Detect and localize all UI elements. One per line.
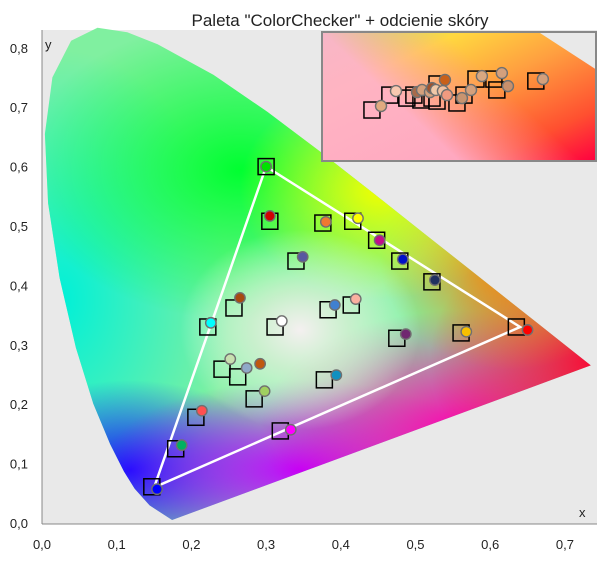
measured-point-circle <box>195 404 208 417</box>
inset-skin-tones <box>321 31 597 162</box>
measured-point-circle <box>521 324 534 336</box>
inset-measured-circle <box>495 66 509 80</box>
x-tick-label: 0,5 <box>406 537 424 552</box>
reference-point-square <box>228 368 247 386</box>
measured-point-circle <box>258 385 271 398</box>
measured-point-circle <box>396 253 409 266</box>
measured-point-circle <box>204 316 217 329</box>
inset-measured-circle <box>475 69 489 83</box>
x-tick-label: 0,7 <box>556 537 574 552</box>
measured-point-circle <box>263 210 276 222</box>
reference-point-square <box>245 390 263 408</box>
inset-measured-circle <box>438 73 452 87</box>
x-tick-label: 0,1 <box>108 537 126 552</box>
measured-point-circle <box>240 362 253 374</box>
x-axis-label: x <box>579 505 586 520</box>
inset-measured-circle <box>536 72 550 86</box>
y-tick-label: 0,6 <box>10 160 28 175</box>
x-tick-label: 0,0 <box>33 537 51 552</box>
measured-point-circle <box>175 439 188 452</box>
measured-point-circle <box>373 234 386 247</box>
measured-point-circle <box>460 325 473 338</box>
inset-border <box>321 31 597 162</box>
inset-measured-circle <box>440 88 454 102</box>
inset-reference-square <box>398 89 416 107</box>
reference-point-square <box>315 371 334 389</box>
y-tick-label: 0,7 <box>10 100 28 115</box>
y-tick-label: 0,3 <box>10 338 28 353</box>
x-tick-label: 0,4 <box>332 537 350 552</box>
reference-point-square <box>187 408 205 427</box>
measured-point-circle <box>234 291 246 304</box>
inset-measured-circle <box>389 84 403 98</box>
measured-point-circle <box>284 423 297 436</box>
inset-measured-circle <box>501 79 515 93</box>
reference-point-square <box>257 157 275 176</box>
reference-point-square <box>266 318 284 336</box>
y-tick-label: 0,0 <box>10 516 28 531</box>
measured-point-circle <box>319 215 332 228</box>
chart-title: Paleta "ColorChecker" + odcienie skóry <box>192 11 489 30</box>
y-tick-label: 0,5 <box>10 219 28 234</box>
inset-outside-gamut <box>540 33 595 69</box>
measured-point-circle <box>429 274 441 286</box>
y-tick-label: 0,2 <box>10 397 28 412</box>
inset-measured-circle <box>464 83 478 97</box>
inset-measured-circle <box>374 99 388 113</box>
x-tick-label: 0,2 <box>182 537 200 552</box>
measured-point-circle <box>349 293 362 305</box>
inset-measured-circle <box>455 91 469 105</box>
measured-point-circle <box>296 250 309 263</box>
x-tick-label: 0,3 <box>257 537 275 552</box>
measured-point-circle <box>328 299 341 311</box>
measured-point-circle <box>254 357 267 370</box>
y-tick-label: 0,8 <box>10 41 28 56</box>
measured-point-circle <box>352 212 364 225</box>
y-tick-label: 0,4 <box>10 278 28 293</box>
measured-point-circle <box>151 483 163 496</box>
y-axis-label: y <box>45 37 52 52</box>
x-tick-label: 0,6 <box>481 537 499 552</box>
measured-point-circle <box>260 160 272 173</box>
y-tick-label: 0,1 <box>10 457 28 472</box>
measured-point-circle <box>330 369 343 381</box>
measured-point-circle <box>275 315 288 327</box>
measured-point-circle <box>399 328 412 341</box>
measured-point-circle <box>224 353 237 365</box>
reference-point-square <box>225 299 243 317</box>
